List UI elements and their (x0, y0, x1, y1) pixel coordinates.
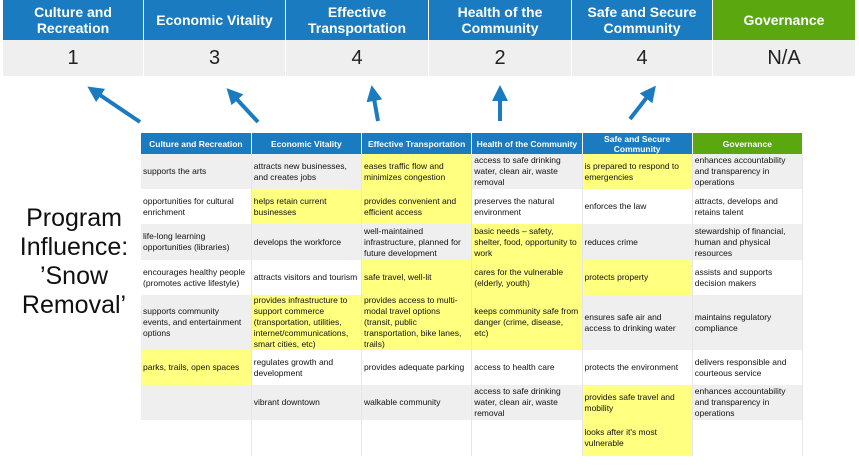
table-header: Health of the Community (471, 133, 583, 154)
table-cell (251, 420, 363, 456)
arrows (87, 85, 656, 124)
table-row: looks after it's most vulnerable (141, 420, 804, 456)
table-cell: develops the workforce (251, 224, 363, 260)
table-cell: access to health care (471, 350, 583, 385)
table-cell: supports community events, and entertain… (141, 295, 252, 350)
table-cell: eases traffic flow and minimizes congest… (361, 154, 473, 189)
category-header: Effective Transportation (286, 0, 429, 40)
table-cell: assists and supports decision makers (692, 260, 804, 295)
category-header: Governance (713, 0, 856, 40)
table-cell: provides infrastructure to support comme… (251, 295, 363, 350)
table-row: parks, trails, open spaces regulates grow… (141, 350, 804, 385)
table-cell (471, 420, 583, 456)
table-row: life-long learning opportunities (librar… (141, 224, 804, 260)
category-header: Health of the Community (429, 0, 572, 40)
table-cell (141, 385, 252, 420)
table-cell: attracts visitors and tourism (251, 260, 363, 295)
table-cell: vibrant downtown (251, 385, 363, 420)
table-cell: enforces the law (582, 189, 693, 224)
table-row: supports the arts attracts new businesses… (141, 154, 804, 189)
category-score: N/A (713, 40, 856, 76)
category-score: 3 (144, 40, 286, 76)
table-cell: basic needs – safety, shelter, food, opp… (471, 224, 583, 260)
table-row: vibrant downtown walkable community access… (141, 385, 804, 420)
category-score: 1 (3, 40, 144, 76)
category-score: 4 (572, 40, 713, 76)
category-score: 2 (429, 40, 572, 76)
table-cell: well-maintained infrastructure, planned … (361, 224, 473, 260)
table-cell: opportunities for cultural enrichment (141, 189, 252, 224)
table-row: supports community events, and entertain… (141, 295, 804, 350)
table-cell: provides convenient and efficient access (361, 189, 473, 224)
table-cell: supports the arts (141, 154, 252, 189)
arrow-icon (226, 88, 260, 124)
table-cell: enhances accountability and transparency… (692, 154, 804, 189)
category-header: Culture and Recreation (3, 0, 144, 40)
arrow-icon (87, 86, 142, 124)
table-cell: protects property (582, 260, 693, 295)
table-cell (361, 420, 473, 456)
table-cell: access to safe drinking water, clean air… (471, 154, 583, 189)
table-header: Economic Vitality (251, 133, 363, 154)
table-cell: encourages healthy people (promotes acti… (141, 260, 252, 295)
table-cell: attracts, develops and retains talent (692, 189, 804, 224)
table-cell: delivers responsible and courteous servi… (692, 350, 804, 385)
table-cell: helps retain current businesses (251, 189, 363, 224)
table-cell: provides safe travel and mobility (582, 385, 693, 420)
category-header: Safe and Secure Community (572, 0, 713, 40)
table-cell: regulates growth and development (251, 350, 363, 385)
table-cell: safe travel, well-lit (361, 260, 473, 295)
table-cell: life-long learning opportunities (librar… (141, 224, 252, 260)
table-cell: provides access to multi-modal travel op… (361, 295, 473, 350)
table-cell: walkable community (361, 385, 473, 420)
table-cell: access to safe drinking water, clean air… (471, 385, 583, 420)
table-cell (141, 420, 252, 456)
table-header: Effective Transportation (361, 133, 473, 154)
table-cell (692, 420, 804, 456)
category-score: 4 (286, 40, 429, 76)
influence-table: Culture and Recreation Economic Vitality E… (141, 133, 804, 456)
program-influence-title: Program Influence: ’Snow Removal’ (19, 204, 129, 319)
table-row: opportunities for cultural enrichment hel… (141, 189, 804, 224)
table-header: Safe and Secure Community (582, 133, 693, 154)
table-cell: preserves the natural environment (471, 189, 583, 224)
table-cell: keeps community safe from danger (crime,… (471, 295, 583, 350)
table-cell: provides adequate parking (361, 350, 473, 385)
category-header: Economic Vitality (144, 0, 286, 40)
table-cell: is prepared to respond to emergencies (582, 154, 693, 189)
table-cell: cares for the vulnerable (elderly, youth… (471, 260, 583, 295)
table-cell: protects the environment (582, 350, 693, 385)
table-header: Governance (692, 133, 804, 154)
table-cell: parks, trails, open spaces (141, 350, 252, 385)
arrow-icon (628, 85, 656, 121)
table-cell: looks after it's most vulnerable (582, 420, 693, 456)
table-cell: stewardship of financial, human and phys… (692, 224, 804, 260)
score-summary: Culture and Recreation Economic Vitality E… (3, 0, 856, 76)
table-row: encourages healthy people (promotes acti… (141, 260, 804, 295)
arrow-icon (366, 85, 383, 122)
table-header: Culture and Recreation (141, 133, 252, 154)
table-cell: attracts new businesses, and creates job… (251, 154, 363, 189)
table-cell: maintains regulatory compliance (692, 295, 804, 350)
table-cell: enhances accountability and transparency… (692, 385, 804, 420)
table-cell: reduces crime (582, 224, 693, 260)
table-cell: ensures safe air and access to drinking … (582, 295, 693, 350)
